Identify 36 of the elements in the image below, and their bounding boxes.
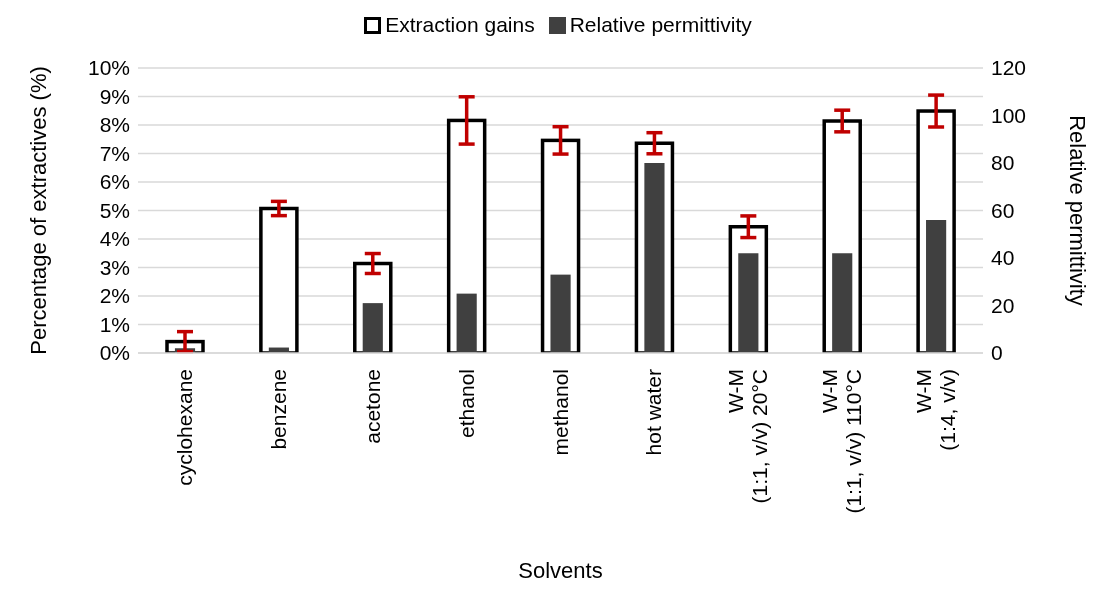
y2-tick-label: 40 <box>991 246 1015 270</box>
y2-tick-label: 0 <box>991 341 1003 365</box>
y-tick-label: 0% <box>99 341 130 365</box>
y-tick-label: 1% <box>99 312 130 336</box>
y-tick-label: 10% <box>87 56 130 80</box>
bar <box>926 220 947 353</box>
y-tick-label: 6% <box>99 170 130 194</box>
y-tick-label: 2% <box>99 284 130 308</box>
x-tick-label: cyclohexane <box>172 369 196 486</box>
y-tick-label: 3% <box>99 255 130 279</box>
x-tick-label: ethanol <box>454 369 478 438</box>
y-tick-label: 4% <box>99 227 130 251</box>
y-tick-label: 5% <box>99 198 130 222</box>
bar <box>550 274 571 353</box>
legend-label: Extraction gains <box>385 13 535 37</box>
y-tick-label: 8% <box>99 113 130 137</box>
legend-label: Relative permittivity <box>569 13 752 37</box>
x-tick-label: benzene <box>266 369 290 450</box>
bar <box>362 303 383 353</box>
x-tick-label: hot water <box>642 369 666 456</box>
y-tick-label: 9% <box>99 84 130 108</box>
y2-tick-label: 100 <box>991 103 1027 127</box>
y-axis-title: Percentage of extractives (%) <box>25 66 51 355</box>
y2-tick-label: 60 <box>991 198 1015 222</box>
y2-axis-title: Relative permittivity <box>1065 115 1091 306</box>
y-tick-label: 7% <box>99 141 130 165</box>
bar <box>832 253 853 353</box>
x-tick-label: methanol <box>548 369 572 456</box>
y2-tick-label: 20 <box>991 293 1015 317</box>
x-axis-title: Solvents <box>518 558 603 583</box>
y2-tick-label: 80 <box>991 151 1015 175</box>
x-tick-label: acetone <box>360 369 384 444</box>
bar <box>456 293 477 353</box>
x-tick-label: W-M (1:1, v/v) 110°C <box>818 369 866 514</box>
x-tick-label: W-M (1:4, v/v) <box>912 369 960 451</box>
y2-tick-label: 120 <box>991 56 1027 80</box>
